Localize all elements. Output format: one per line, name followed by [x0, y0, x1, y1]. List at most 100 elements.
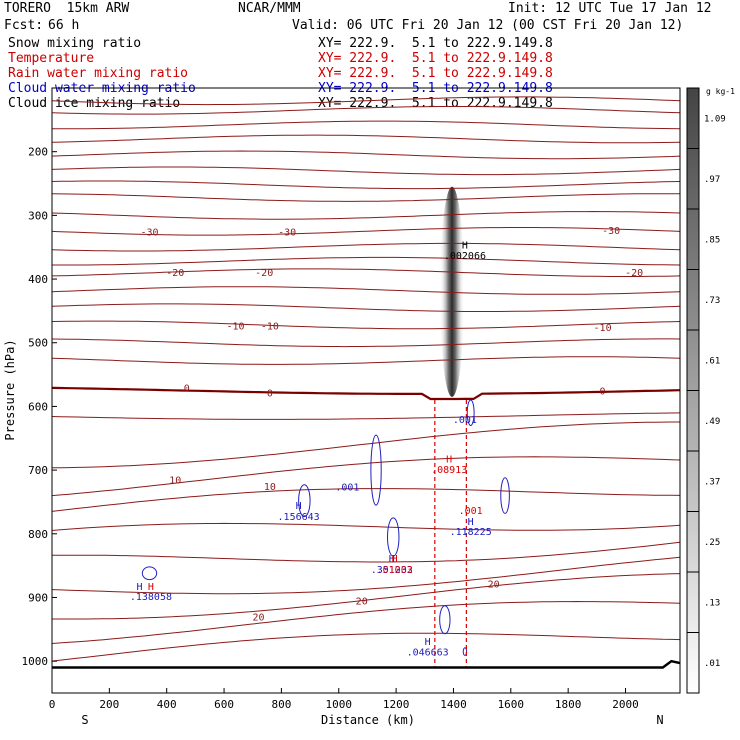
- field-xy-rain: XY= 222.9. 5.1 to 222.9.149.8: [318, 66, 553, 81]
- x-tick-label: 1600: [498, 698, 525, 711]
- axes: 0 200 400 600 800 1000 1200 1400 1600 1800 2000200…: [22, 146, 639, 711]
- cloud-water-contour-2: [387, 517, 400, 557]
- colorbar-label: .73: [704, 296, 720, 306]
- y-tick-label: 800: [28, 528, 48, 541]
- x-tick-label: 0: [49, 698, 56, 711]
- x-tick-label: 1800: [555, 698, 582, 711]
- contour-labels: -30 -30 -30 -20 -20 -20 -10 -10 -10 0 0 0 10 10 20 20 20…: [130, 226, 643, 659]
- header-valid: Valid: 06 UTC Fri 20 Jan 12 (00 CST Fri …: [292, 18, 684, 33]
- colorbar: .01 .13 .25 .37 .49 .61 .73 .85 .97 1.09: [686, 87, 726, 694]
- cloud-water-contour-7: [141, 566, 158, 581]
- x-axis-title: Distance (km): [321, 713, 415, 727]
- max-annotation: .001: [459, 506, 483, 517]
- max-annotation: .08913: [431, 465, 467, 476]
- colorbar-label: .61: [704, 356, 720, 366]
- max-annotation: H: [468, 517, 474, 528]
- isotherm-135: [51, 106, 681, 115]
- field-label-temperature: Temperature: [8, 51, 95, 66]
- x-tick-label: 2000: [612, 698, 639, 711]
- y-axis-title: Pressure (hPa): [3, 339, 17, 440]
- x-tick-label: 1000: [326, 698, 353, 711]
- isotherm-418: [51, 286, 681, 295]
- temperature-label: -20: [166, 268, 184, 279]
- y-tick-label: 200: [28, 146, 48, 159]
- max-annotation: .002066: [444, 251, 486, 262]
- temperature-label: 10: [264, 482, 276, 493]
- temperature-label: -30: [278, 227, 296, 238]
- isotherm-975: [51, 632, 681, 662]
- temperature-label: -10: [594, 323, 612, 334]
- colorbar-label: .01: [704, 659, 720, 669]
- max-annotation: H: [296, 501, 302, 512]
- temperature-contours: [51, 96, 681, 662]
- south-end-label: S: [81, 713, 88, 727]
- header-init: Init: 12 UTC Tue 17 Jan 12: [508, 1, 712, 16]
- isotherm-705: [51, 456, 681, 497]
- header-fcst-value: 66 h: [48, 18, 80, 33]
- max-annotation: .138058: [130, 592, 172, 603]
- max-annotation: H: [446, 455, 452, 466]
- x-tick-label: 1400: [440, 698, 467, 711]
- cloud-water-contour-1: [370, 434, 382, 506]
- colorbar-label: .13: [704, 598, 720, 608]
- isotherm-528: [51, 356, 681, 365]
- field-label-snow: Snow mixing ratio: [8, 36, 142, 51]
- max-annotation: .351232: [371, 565, 413, 576]
- temperature-label: 0: [600, 387, 606, 398]
- isotherm-372: [52, 256, 681, 266]
- y-tick-label: 600: [28, 400, 48, 413]
- field-label-cloud-ice: Cloud ice mixing ratio: [8, 96, 181, 111]
- x-tick-label: 400: [157, 698, 177, 711]
- colorbar-label: .37: [704, 477, 720, 487]
- x-tick-label: 1200: [383, 698, 410, 711]
- header-org: NCAR/MMM: [238, 1, 301, 16]
- max-annotation: .001: [335, 483, 359, 494]
- temperature-label: 20: [356, 597, 368, 608]
- isotherm-205: [51, 150, 681, 160]
- cloud-water-contour-8: [462, 647, 468, 656]
- colorbar-label: 1.09: [704, 114, 726, 124]
- temperature-label: 10: [169, 476, 181, 487]
- field-label-rain: Rain water mixing ratio: [8, 66, 189, 81]
- cloud-water-contour-3: [466, 399, 475, 427]
- isotherm-500: [51, 338, 681, 348]
- temperature-label: 20: [252, 613, 264, 624]
- colorbar-label: .25: [704, 538, 720, 548]
- y-tick-label: 500: [28, 337, 48, 350]
- temperature-label: -10: [261, 322, 279, 333]
- colorbar-unit: g kg-1: [706, 87, 735, 96]
- isotherm-830: [51, 541, 681, 563]
- isotherm-870: [51, 556, 681, 595]
- isotherm-935: [51, 600, 681, 644]
- isotherm-300: [51, 210, 681, 220]
- max-annotation: .156643: [278, 512, 320, 523]
- x-tick-label: 200: [99, 698, 119, 711]
- isotherm-660: [51, 421, 680, 469]
- isotherm-252: [51, 180, 681, 190]
- temperature-label: -30: [602, 226, 620, 237]
- terrain-surface: [52, 659, 681, 669]
- max-annotation: H: [392, 554, 398, 565]
- isotherm-230: [51, 166, 681, 176]
- max-annotation: .118225: [450, 527, 492, 538]
- isotherm-575: [51, 386, 681, 401]
- isotherm-745: [51, 488, 681, 512]
- isotherm-158: [52, 120, 681, 130]
- max-annotation: .046663: [407, 648, 449, 659]
- max-annotation: H: [462, 241, 468, 252]
- isotherm-390: [51, 268, 681, 277]
- temperature-label: 0: [267, 388, 273, 399]
- temperature-label: -20: [625, 268, 643, 279]
- y-tick-label: 300: [28, 209, 48, 222]
- max-annotation: H: [136, 582, 142, 593]
- y-tick-label: 700: [28, 464, 48, 477]
- colorbar-label: .85: [704, 235, 720, 245]
- max-annotation: .01003: [377, 565, 413, 576]
- north-end-label: N: [656, 713, 663, 727]
- isotherm-120: [51, 96, 681, 106]
- cloud-water-contour-6: [298, 484, 311, 518]
- isotherm-350: [51, 242, 681, 252]
- y-tick-label: 1000: [22, 655, 49, 668]
- max-annotation: H: [389, 554, 395, 565]
